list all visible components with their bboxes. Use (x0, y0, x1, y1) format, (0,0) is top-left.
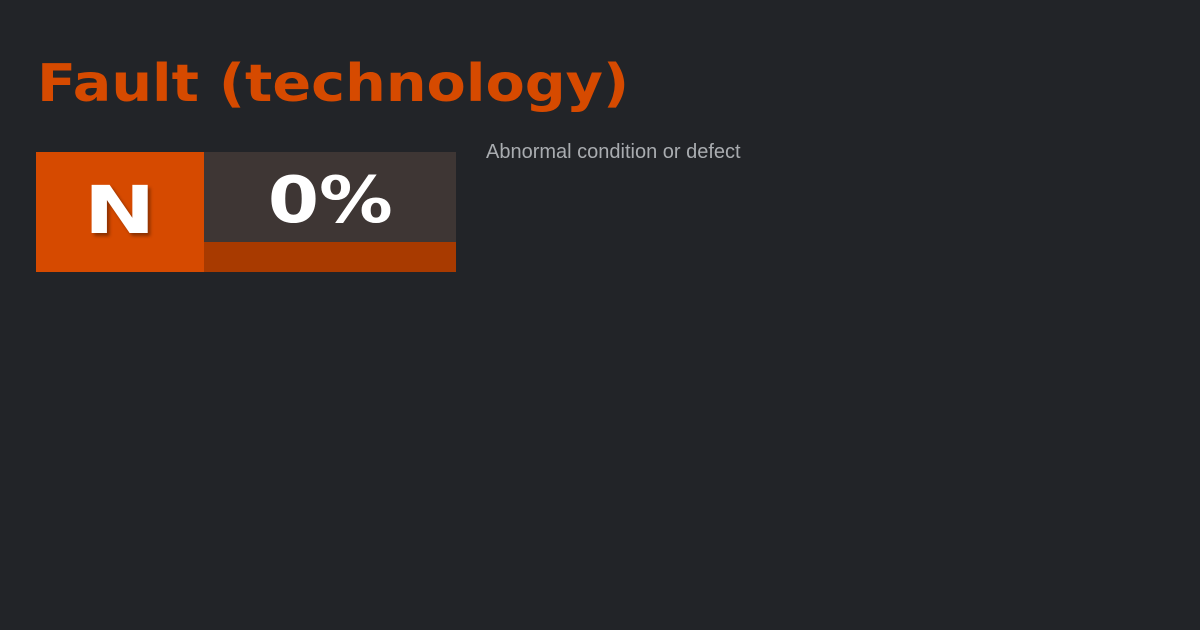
description: Abnormal condition or defect (486, 141, 741, 163)
score-progress-bar (204, 242, 456, 272)
rating-letter: N (36, 152, 204, 272)
rating-badge: N 0% (36, 152, 456, 272)
score-text: 0% (267, 164, 393, 238)
rating-letter-text: N (84, 171, 156, 249)
page-title: Fault (technology) (37, 54, 630, 114)
score-panel: 0% (204, 152, 456, 242)
